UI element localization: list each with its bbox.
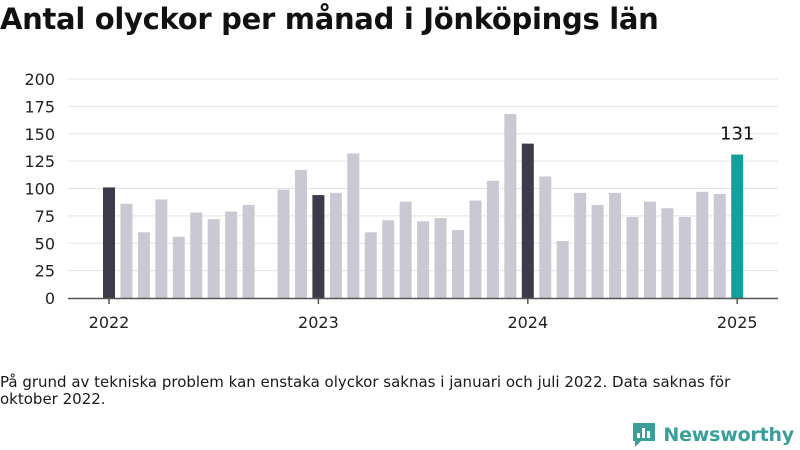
chart-title: Antal olyckor per månad i Jönköpings län: [0, 2, 659, 36]
bar-2024-10: [678, 216, 691, 298]
annotations: 131: [720, 124, 754, 145]
y-tick-label: 0: [45, 289, 55, 308]
bar-2025-01: [731, 154, 744, 298]
y-tick-label: 25: [35, 262, 55, 281]
bar-2022-06: [190, 212, 203, 298]
bar-2024-03: [556, 241, 569, 298]
y-tick-label: 200: [24, 70, 55, 89]
x-tick-label: 2022: [89, 313, 130, 332]
y-tick-label: 175: [24, 97, 55, 116]
bar-2023-12: [504, 114, 517, 298]
bar-2024-07: [626, 216, 639, 298]
y-tick-label: 150: [24, 125, 55, 144]
footnote: På grund av tekniska problem kan enstaka…: [0, 373, 731, 408]
bar-2024-04: [574, 192, 587, 298]
bar-2022-08: [225, 211, 238, 298]
bar-2022-07: [207, 219, 220, 298]
bar-2022-05: [172, 236, 185, 298]
bar-2024-08: [643, 201, 656, 298]
bar-2023-01: [312, 195, 325, 298]
bars: [103, 114, 744, 298]
brand-logo[interactable]: Newsworthy: [631, 420, 794, 450]
bar-2022-02: [120, 203, 133, 298]
bar-2022-03: [137, 232, 150, 298]
bar-2024-09: [661, 208, 674, 298]
bar-2024-11: [696, 191, 709, 298]
bar-2024-02: [539, 176, 552, 298]
bar-2023-10: [469, 200, 482, 298]
y-axis-labels: 0 25 50 75 100 125 150 175 200: [24, 70, 55, 308]
bar-2023-02: [329, 192, 342, 298]
bar-2023-09: [452, 230, 464, 298]
newsworthy-logo-icon: [633, 423, 656, 447]
bar-2024-05: [591, 204, 604, 298]
bar-2022-04: [155, 199, 168, 298]
bar-2022-09: [242, 204, 255, 298]
x-tick-label: 2025: [717, 313, 758, 332]
y-tick-label: 50: [35, 234, 55, 253]
y-tick-label: 100: [24, 180, 55, 199]
bar-2024-06: [609, 192, 622, 298]
bar-2023-05: [382, 220, 395, 298]
bar-2023-04: [364, 232, 377, 298]
bar-2022-01: [103, 187, 115, 298]
y-tick-label: 125: [24, 152, 55, 171]
bar-2024-12: [713, 193, 726, 298]
x-axis-labels: 2022 2023 2024 2025: [89, 298, 758, 332]
bar-2023-03: [347, 153, 360, 298]
bar-2023-06: [399, 201, 412, 298]
y-tick-label: 75: [35, 207, 55, 226]
x-tick-label: 2024: [507, 313, 548, 332]
bar-2023-07: [417, 221, 430, 298]
bar-2023-11: [486, 180, 499, 298]
bar-2022-11: [277, 189, 290, 298]
bar-2024-01: [521, 143, 534, 298]
bar-2023-08: [434, 218, 447, 298]
bar-2022-12: [294, 169, 307, 298]
latest-value-label: 131: [720, 124, 754, 145]
x-tick-label: 2023: [298, 313, 339, 332]
brand-name: Newsworthy: [663, 424, 794, 446]
